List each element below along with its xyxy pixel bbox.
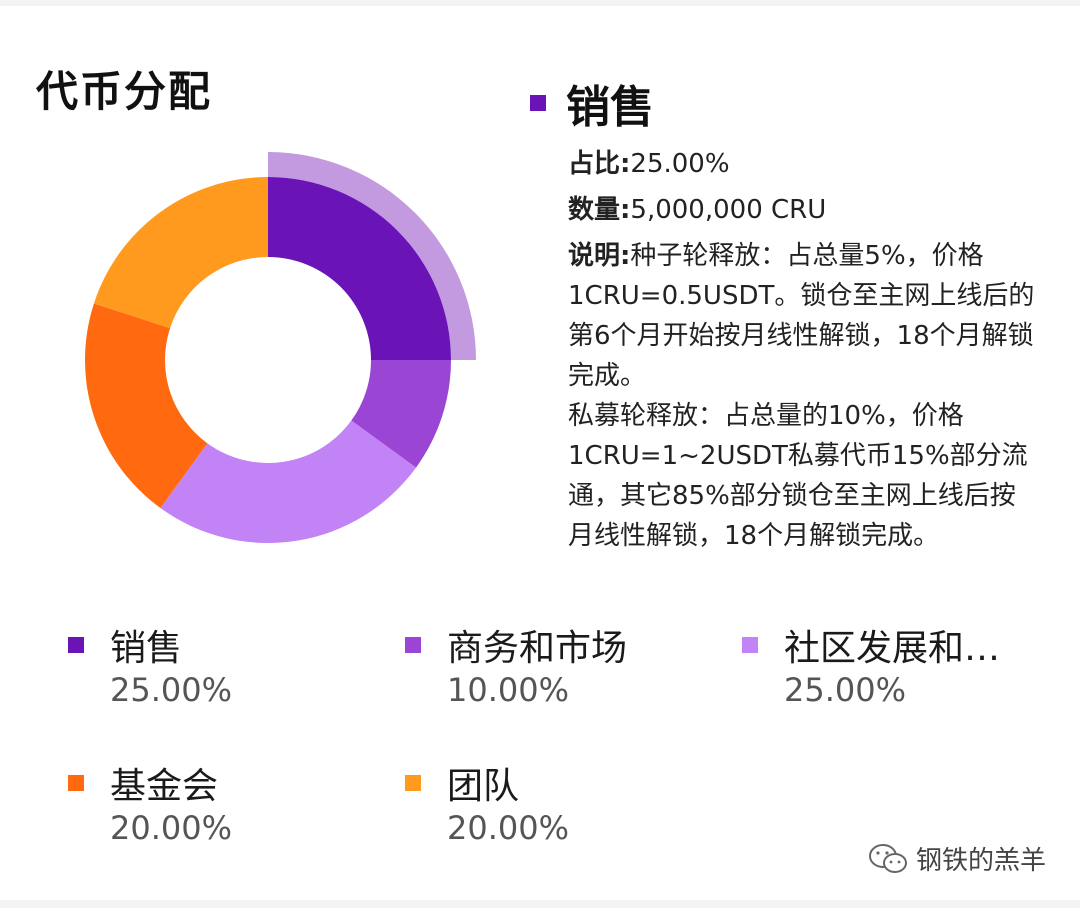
- donut-chart[interactable]: [60, 132, 500, 572]
- legend-swatch: [405, 775, 421, 791]
- top-strip: [0, 0, 1080, 6]
- chart-legend: 销售 25.00% 商务和市场 10.00% 社区发展和… 25.00% 基金会 20.00%…: [68, 620, 1068, 860]
- legend-item[interactable]: 社区发展和… 25.00%: [742, 620, 1062, 720]
- donut-slice-4[interactable]: [85, 303, 208, 509]
- donut-slice-2[interactable]: [351, 360, 451, 468]
- detail-ratio-value: 25.00%: [630, 149, 730, 179]
- legend-swatch: [405, 637, 421, 653]
- watermark: 钢铁的羔羊: [868, 840, 1046, 877]
- detail-body[interactable]: 占比:25.00% 数量:5,000,000 CRU 说明:种子轮释放：占总量5…: [568, 144, 1038, 596]
- legend-label: 基金会: [110, 766, 219, 807]
- legend-value: 20.00%: [110, 809, 233, 847]
- detail-color-swatch: [530, 95, 546, 111]
- detail-amount: 数量:5,000,000 CRU: [568, 190, 1038, 230]
- bottom-strip: [0, 900, 1080, 908]
- detail-name: 销售: [566, 82, 654, 133]
- detail-desc-value-2: 私募轮释放：占总量的10%，价格1CRU=1~2USDT私募代币15%部分流通，…: [568, 401, 1028, 551]
- legend-row: 商务和市场: [405, 620, 725, 670]
- slice-highlight-outline: [268, 152, 476, 360]
- legend-label: 销售: [110, 628, 183, 669]
- donut-slice-1[interactable]: [268, 177, 451, 360]
- legend-row: 社区发展和…: [742, 620, 1062, 670]
- legend-row: 基金会: [68, 758, 388, 808]
- legend-value: 10.00%: [447, 671, 570, 709]
- detail-description: 说明:种子轮释放：占总量5%，价格1CRU=0.5USDT。锁仓至主网上线后的第…: [568, 236, 1038, 556]
- donut-slice-5[interactable]: [93, 177, 268, 329]
- detail-panel: 销售 占比:25.00% 数量:5,000,000 CRU 说明:种子轮释放：占…: [530, 74, 1050, 596]
- legend-value: 25.00%: [110, 671, 233, 709]
- detail-amount-key: 数量:: [568, 195, 631, 225]
- legend-swatch: [68, 637, 84, 653]
- wechat-icon: [868, 843, 907, 873]
- legend-label: 商务和市场: [447, 628, 628, 669]
- legend-item[interactable]: 基金会 20.00%: [68, 758, 388, 858]
- chart-title: 代币分配: [36, 67, 213, 116]
- detail-desc-key: 说明:: [568, 241, 631, 271]
- legend-row: 销售: [68, 620, 388, 670]
- legend-row: 团队: [405, 758, 725, 808]
- legend-item[interactable]: 团队 20.00%: [405, 758, 725, 858]
- legend-swatch: [68, 775, 84, 791]
- legend-value: 25.00%: [784, 671, 907, 709]
- watermark-text: 钢铁的羔羊: [915, 846, 1046, 876]
- detail-ratio: 占比:25.00%: [568, 144, 1038, 184]
- legend-swatch: [742, 637, 758, 653]
- detail-header: 销售: [530, 74, 1050, 133]
- detail-ratio-key: 占比:: [568, 149, 631, 179]
- legend-item[interactable]: 销售 25.00%: [68, 620, 388, 720]
- legend-label: 社区发展和…: [784, 628, 1001, 669]
- legend-value: 20.00%: [447, 809, 570, 847]
- detail-desc-value: 种子轮释放：占总量5%，价格1CRU=0.5USDT。锁仓至主网上线后的第6个月…: [568, 241, 1035, 391]
- detail-amount-value: 5,000,000 CRU: [630, 195, 827, 225]
- donut-slice-3[interactable]: [160, 420, 417, 543]
- legend-item[interactable]: 商务和市场 10.00%: [405, 620, 725, 720]
- legend-label: 团队: [447, 766, 520, 807]
